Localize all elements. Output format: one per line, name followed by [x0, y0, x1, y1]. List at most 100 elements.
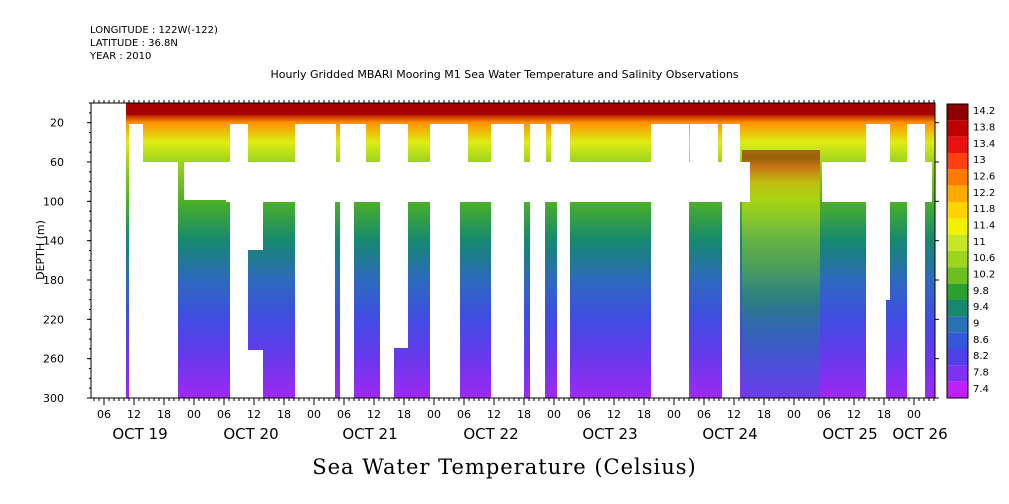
x-hour-label: 12	[847, 408, 861, 421]
year-label: YEAR : 2010	[90, 51, 152, 62]
x-hour-label: 18	[757, 408, 771, 421]
x-hour-label: 12	[607, 408, 621, 421]
colorbar-label: 9.4	[973, 302, 989, 313]
x-hour-label: 12	[487, 408, 501, 421]
x-hour-label: 06	[337, 408, 351, 421]
missing-data-block	[722, 124, 740, 398]
colorbar-label: 7.4	[973, 384, 989, 395]
missing-data-block	[214, 162, 226, 200]
colorbar-swatch	[947, 169, 968, 186]
chart-title: Hourly Gridded MBARI Mooring M1 Sea Wate…	[270, 68, 739, 81]
missing-data-block	[345, 124, 353, 162]
colorbar-frame	[946, 103, 969, 399]
y-axis-label: DEPTH (m)	[34, 220, 47, 280]
x-hour-label: 18	[637, 408, 651, 421]
x-hour-label: 18	[877, 408, 891, 421]
x-day-label: OCT 24	[702, 425, 757, 443]
x-hour-label: 06	[817, 408, 831, 421]
colorbar-swatch	[947, 349, 968, 366]
x-hour-label: 18	[277, 408, 291, 421]
missing-data-block	[190, 162, 214, 200]
colorbar-label: 11	[973, 237, 986, 248]
x-hour-label: 06	[577, 408, 591, 421]
colorbar-label: 10.2	[973, 270, 995, 281]
latitude-label: LATITUDE : 36.8N	[90, 38, 178, 49]
colorbar-swatch	[947, 316, 968, 333]
x-hour-label: 00	[307, 408, 321, 421]
longitude-label: LONGITUDE : 122W(-122)	[90, 25, 218, 36]
colorbar-label: 9.8	[973, 286, 989, 297]
x-hour-label: 00	[427, 408, 441, 421]
colorbar-swatch	[947, 300, 968, 317]
colorbar-label: 14.2	[973, 106, 995, 117]
surface-warm-band	[126, 103, 935, 115]
colorbar-swatch	[947, 332, 968, 349]
y-tick-label: 220	[43, 313, 64, 326]
x-day-label: OCT 20	[223, 425, 278, 443]
x-hour-label: 06	[457, 408, 471, 421]
colorbar-swatch	[947, 267, 968, 284]
x-day-label: OCT 19	[112, 425, 167, 443]
colorbar-label: 8.6	[973, 335, 989, 346]
missing-data-block	[380, 124, 394, 398]
chart-caption: Sea Water Temperature (Celsius)	[312, 455, 697, 479]
colorbar-label: 13.8	[973, 123, 995, 134]
colorbar-swatch	[947, 381, 968, 398]
colorbar-label: 11.4	[973, 221, 995, 232]
x-hour-label: 12	[127, 408, 141, 421]
missing-data-block	[394, 124, 408, 348]
y-tick-label: 260	[43, 353, 64, 366]
x-hour-label: 00	[667, 408, 681, 421]
colorbar-label: 12.6	[973, 172, 995, 183]
colorbar-swatch	[947, 185, 968, 202]
x-day-label: OCT 21	[342, 425, 397, 443]
colorbar-swatch	[947, 104, 968, 121]
y-tick-label: 140	[43, 235, 64, 248]
missing-data-block	[248, 350, 263, 398]
x-hour-label: 18	[397, 408, 411, 421]
y-tick-label: 180	[43, 274, 64, 287]
colorbar-label: 9	[973, 319, 979, 330]
x-day-label: OCT 26	[892, 425, 947, 443]
colorbar-swatch	[947, 365, 968, 382]
colorbar-label: 7.8	[973, 368, 989, 379]
colorbar-swatch	[947, 153, 968, 170]
missing-data-block	[184, 162, 190, 200]
x-hour-label: 06	[97, 408, 111, 421]
colorbar-label: 11.8	[973, 204, 995, 215]
colorbar-label: 10.6	[973, 253, 995, 264]
x-hour-label: 12	[247, 408, 261, 421]
missing-data-block	[907, 124, 925, 398]
x-hour-label: 18	[157, 408, 171, 421]
colorbar-swatch	[947, 136, 968, 153]
missing-data-block	[651, 124, 689, 398]
y-tick-label: 60	[50, 156, 64, 169]
missing-data-block	[886, 124, 890, 300]
x-hour-label: 00	[787, 408, 801, 421]
warm-anomaly-region	[742, 150, 820, 398]
x-hour-label: 00	[187, 408, 201, 421]
missing-data-block	[129, 124, 143, 398]
x-day-label: OCT 25	[822, 425, 877, 443]
missing-data-block	[508, 124, 522, 162]
missing-data-block	[542, 124, 546, 202]
y-tick-label: 100	[43, 195, 64, 208]
missing-data-block	[460, 124, 468, 162]
colorbar-swatch	[947, 218, 968, 235]
x-hour-label: 12	[727, 408, 741, 421]
colorbar-label: 13.4	[973, 139, 995, 150]
missing-data-block	[352, 124, 366, 162]
missing-data-block	[309, 124, 335, 398]
missing-data-block	[320, 124, 336, 164]
missing-data-block	[340, 124, 354, 398]
colorbar-swatch	[947, 251, 968, 268]
x-hour-label: 12	[367, 408, 381, 421]
x-day-label: OCT 22	[463, 425, 518, 443]
colorbar-label: 13	[973, 155, 986, 166]
missing-data-block	[551, 124, 557, 202]
colorbar-swatch	[947, 120, 968, 137]
missing-data-block	[690, 124, 718, 202]
colorbar-swatch	[947, 202, 968, 219]
missing-data-block	[295, 124, 309, 398]
